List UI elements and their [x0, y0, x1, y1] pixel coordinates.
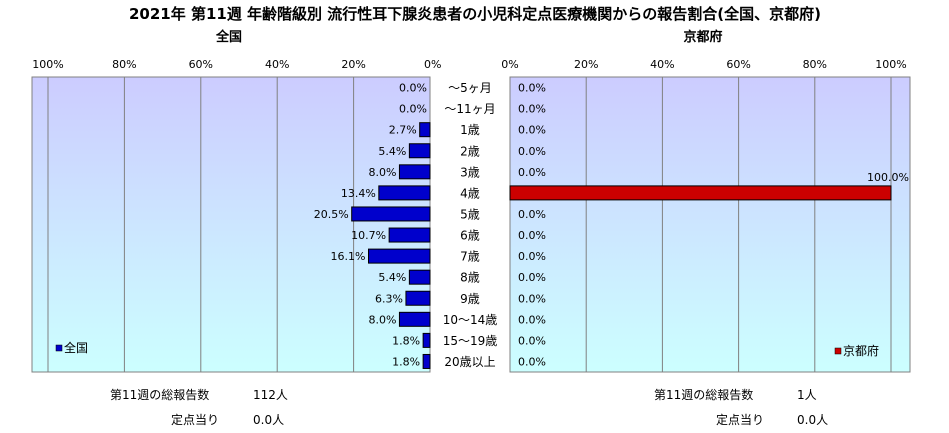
- category-labels: ～5ヶ月 ～11ヶ月 1歳 2歳 3歳 4歳 5歳 6歳 7歳 8歳 9歳 10～14歳 15～19歳 2…: [443, 81, 498, 369]
- x-tick-label-kyoto: 20%: [574, 58, 598, 71]
- x-tick-label-kyoto: 60%: [726, 58, 750, 71]
- data-label-kyoto: 0.0%: [518, 145, 546, 158]
- data-label-national: 6.3%: [375, 292, 403, 305]
- bar-national: [408, 143, 431, 159]
- data-label-kyoto: 0.0%: [518, 229, 546, 242]
- data-label-national: 0.0%: [399, 103, 427, 116]
- data-label-national: 0.0%: [399, 82, 427, 95]
- data-label-national: 10.7%: [351, 229, 386, 242]
- x-tick-labels-national: 100% 80% 60% 40% 20% 0%: [32, 58, 441, 71]
- bar-national: [378, 185, 431, 201]
- bar-national: [388, 227, 431, 243]
- category-label: ～5ヶ月: [448, 81, 492, 95]
- bar-national: [398, 311, 431, 327]
- data-label-national: 5.4%: [378, 145, 406, 158]
- data-label-national: 8.0%: [368, 166, 396, 179]
- bar-national: [408, 269, 431, 285]
- x-tick-label-national: 60%: [189, 58, 213, 71]
- x-tick-labels-kyoto: 0% 20% 40% 60% 80% 100%: [501, 58, 906, 71]
- bars-national: [351, 122, 431, 369]
- footer-kyoto: 第11週の総報告数 1人 定点当り 0.0人: [654, 387, 828, 427]
- data-label-national: 13.4%: [341, 187, 376, 200]
- data-label-kyoto: 0.0%: [518, 313, 546, 326]
- data-label-national: 1.8%: [392, 355, 420, 368]
- category-label: 15～19歳: [443, 334, 498, 348]
- chart-title: 2021年 第11週 年齢階級別 流行性耳下腺炎患者の小児科定点医療機関からの報…: [129, 5, 821, 23]
- category-label: 5歳: [460, 207, 480, 221]
- bar-national: [398, 164, 431, 180]
- legend-national: 全国: [55, 340, 88, 355]
- data-label-kyoto: 0.0%: [518, 334, 546, 347]
- x-tick-label-national: 100%: [32, 58, 63, 71]
- x-tick-label-national: 20%: [341, 58, 365, 71]
- x-tick-label-kyoto: 80%: [803, 58, 827, 71]
- national-per-site-label: 定点当り: [171, 412, 219, 427]
- bar-national: [405, 290, 431, 306]
- category-label: 9歳: [460, 292, 480, 306]
- category-label: ～11ヶ月: [444, 102, 495, 116]
- panel-title-kyoto: 京都府: [683, 29, 722, 45]
- category-label: 7歳: [460, 250, 480, 264]
- bar-national: [422, 353, 431, 369]
- legend-kyoto: 京都府: [834, 343, 879, 358]
- kyoto-total-value: 1人: [797, 388, 817, 402]
- x-tick-label-national: 0%: [424, 58, 441, 71]
- category-label: 3歳: [460, 165, 480, 179]
- category-label: 10～14歳: [443, 313, 498, 327]
- bar-national: [422, 332, 431, 348]
- data-label-kyoto: 100.0%: [867, 171, 909, 184]
- plot-area-national: [31, 76, 431, 373]
- data-labels-national: 0.0% 0.0% 2.7% 5.4% 8.0% 13.4% 20.5%10.7% 16.1%…: [314, 82, 427, 369]
- data-label-national: 1.8%: [392, 334, 420, 347]
- x-tick-label-national: 80%: [112, 58, 136, 71]
- data-label-kyoto: 0.0%: [518, 292, 546, 305]
- data-label-kyoto: 0.0%: [518, 208, 546, 221]
- national-total-value: 112人: [253, 388, 288, 402]
- bars-kyoto: [509, 185, 892, 201]
- category-label: 6歳: [460, 229, 480, 243]
- category-label: 20歳以上: [444, 355, 495, 369]
- bar-national: [367, 248, 431, 264]
- data-label-national: 16.1%: [331, 250, 366, 263]
- national-per-site-value: 0.0人: [253, 413, 284, 427]
- x-tick-label-national: 40%: [265, 58, 289, 71]
- data-label-kyoto: 0.0%: [518, 166, 546, 179]
- kyoto-per-site-value: 0.0人: [797, 413, 828, 427]
- category-label: 8歳: [460, 271, 480, 285]
- kyoto-total-label: 第11週の総報告数: [654, 387, 753, 402]
- data-label-kyoto: 0.0%: [518, 271, 546, 284]
- legend-swatch-national: [55, 344, 63, 352]
- legend-label-national: 全国: [64, 340, 88, 355]
- category-label: 4歳: [460, 186, 480, 200]
- data-label-national: 2.7%: [389, 124, 417, 137]
- bar-national: [351, 206, 431, 222]
- bar-national: [419, 122, 431, 138]
- gridlines-kyoto: [585, 77, 892, 372]
- gridlines-national: [47, 77, 355, 372]
- legend-label-kyoto: 京都府: [843, 343, 879, 358]
- x-tick-label-kyoto: 100%: [875, 58, 906, 71]
- data-label-kyoto: 0.0%: [518, 82, 546, 95]
- x-tick-label-kyoto: 40%: [650, 58, 674, 71]
- panel-title-national: 全国: [215, 29, 242, 45]
- data-label-national: 8.0%: [368, 313, 396, 326]
- category-label: 1歳: [460, 123, 480, 137]
- legend-swatch-kyoto: [834, 347, 842, 355]
- data-labels-kyoto: 0.0% 0.0% 0.0% 0.0% 0.0% 100.0% 0.0% 0.0% 0.0% 0.…: [518, 82, 909, 369]
- data-label-national: 5.4%: [378, 271, 406, 284]
- plot-area-kyoto: [509, 76, 911, 373]
- kyoto-per-site-label: 定点当り: [716, 412, 764, 427]
- national-total-label: 第11週の総報告数: [110, 387, 209, 402]
- data-label-kyoto: 0.0%: [518, 103, 546, 116]
- data-label-kyoto: 0.0%: [518, 355, 546, 368]
- data-label-kyoto: 0.0%: [518, 124, 546, 137]
- data-label-kyoto: 0.0%: [518, 250, 546, 263]
- bar-kyoto: [509, 185, 892, 201]
- data-label-national: 20.5%: [314, 208, 349, 221]
- category-label: 2歳: [460, 144, 480, 158]
- footer-national: 第11週の総報告数 112人 定点当り 0.0人: [110, 387, 288, 427]
- x-tick-label-kyoto: 0%: [501, 58, 518, 71]
